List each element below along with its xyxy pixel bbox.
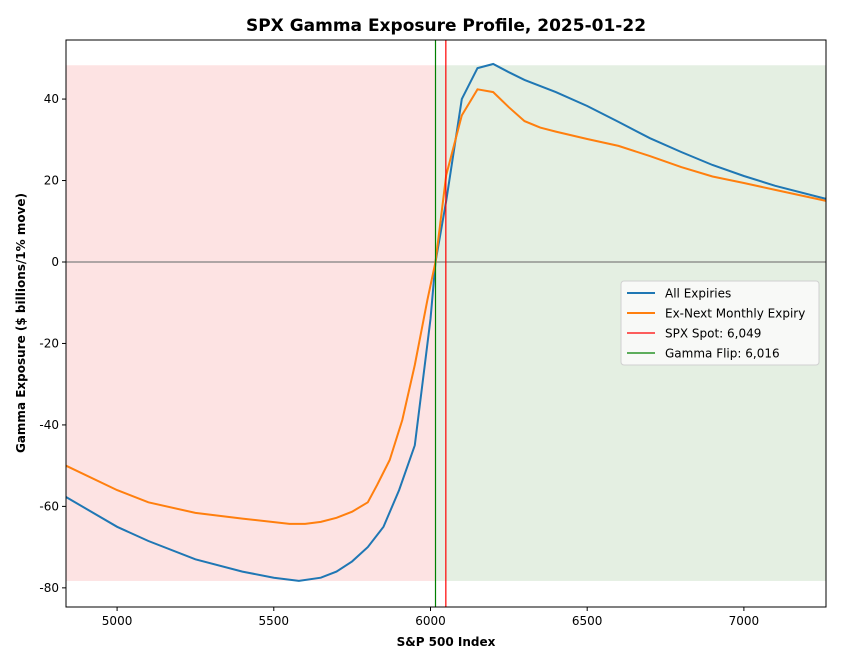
x-tick-label: 6500 [572,614,603,628]
legend-label: SPX Spot: 6,049 [665,327,761,341]
chart-title: SPX Gamma Exposure Profile, 2025-01-22 [246,16,646,36]
x-tick-label: 7000 [729,614,760,628]
y-tick-label: 0 [51,255,59,269]
legend-label: All Expiries [665,287,731,301]
y-tick-label: -20 [39,336,59,350]
negative-region-shading [66,65,436,581]
x-tick-label: 5000 [102,614,133,628]
legend-label: Gamma Flip: 6,016 [665,347,780,361]
plot-frame [65,39,827,608]
legend-label: Ex-Next Monthly Expiry [665,307,805,321]
y-tick-label: -40 [39,418,59,432]
x-axis-label: S&P 500 Index [397,635,496,649]
y-tick-label: -80 [39,581,59,595]
legend-box [620,280,820,366]
y-tick-label: -60 [39,499,59,513]
x-tick-label: 5500 [259,614,290,628]
x-tick-label: 6000 [415,614,446,628]
y-tick-label: 40 [44,92,59,106]
y-tick-label: 20 [44,174,59,188]
y-axis-label: Gamma Exposure ($ billions/1% move) [14,193,28,453]
